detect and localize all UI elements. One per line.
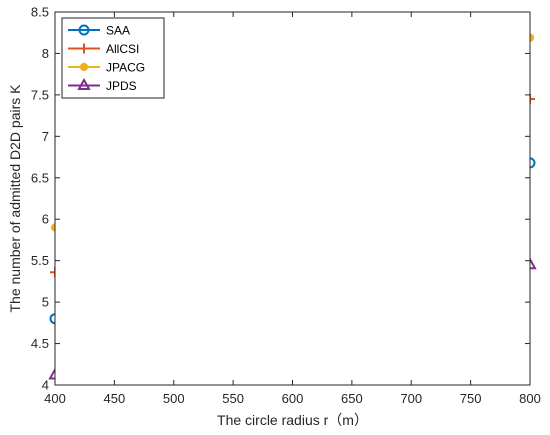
legend-item-allcsi: AllCSI (68, 42, 139, 56)
x-tick-label: 600 (282, 391, 304, 406)
x-tick-label: 700 (400, 391, 422, 406)
legend-label-saa: SAA (106, 24, 130, 38)
y-tick-label: 7 (42, 129, 49, 144)
y-axis-label: The number of admitted D2D pairs K (7, 84, 23, 313)
x-axis-label: The circle radius r（m） (217, 412, 368, 428)
y-tick-label: 4 (42, 378, 49, 393)
y-tick-label: 4.5 (31, 336, 49, 351)
legend-marker-allcsi (79, 43, 89, 54)
x-tick-label: 750 (460, 391, 482, 406)
legend-label-allcsi: AllCSI (106, 42, 139, 56)
legend-marker-saa (78, 24, 90, 36)
y-tick-label: 5.5 (31, 253, 49, 268)
y-tick-label: 7.5 (31, 87, 49, 102)
legend-marker-jpacg (79, 62, 89, 72)
x-tick-label: 800 (519, 391, 541, 406)
legend-item-jpacg: JPACG (68, 61, 145, 75)
x-tick-label: 650 (341, 391, 363, 406)
legend-item-saa: SAA (68, 24, 130, 38)
x-tick-label: 400 (44, 391, 66, 406)
legend: SAA AllCSI JPACG JPDS (61, 17, 165, 99)
y-tick-label: 6.5 (31, 170, 49, 185)
y-tick-label: 6 (42, 212, 49, 227)
legend-marker-jpds (77, 77, 91, 90)
y-tick-label: 8.5 (31, 5, 49, 20)
legend-label-jpds: JPDS (106, 79, 137, 93)
x-tick-label: 450 (104, 391, 126, 406)
x-tick-label: 550 (222, 391, 244, 406)
y-tick-label: 5 (42, 295, 49, 310)
x-tick-label: 500 (163, 391, 185, 406)
legend-item-jpds: JPDS (68, 77, 137, 93)
y-tick-label: 8 (42, 46, 49, 61)
legend-label-jpacg: JPACG (106, 61, 145, 75)
